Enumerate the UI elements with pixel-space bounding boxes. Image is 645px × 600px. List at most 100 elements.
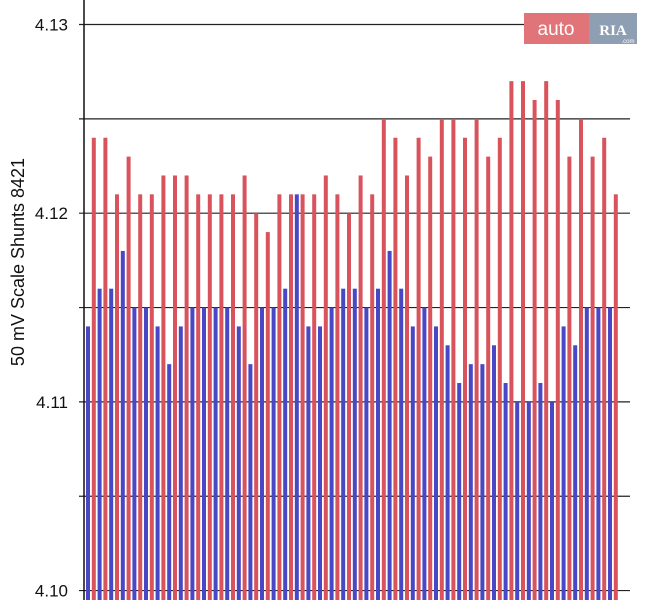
watermark-suffix: .com [621, 39, 634, 45]
red-bar [115, 194, 119, 600]
blue-bar [202, 307, 206, 600]
red-bar [463, 137, 467, 600]
red-bar [405, 175, 409, 600]
blue-bar [225, 307, 230, 600]
blue-bar [236, 326, 241, 600]
blue-bar [538, 383, 543, 600]
red-bar [358, 175, 363, 600]
red-bar [207, 194, 212, 600]
red-bar [497, 137, 502, 600]
red-bar [393, 137, 398, 600]
blue-bar [86, 326, 90, 600]
blue-bar [178, 326, 183, 600]
red-bar [173, 175, 177, 600]
red-bar [474, 118, 479, 600]
red-bar [555, 100, 560, 600]
y-tick-label: 4.11 [36, 393, 68, 412]
blue-bar [608, 307, 612, 600]
red-bar [300, 194, 305, 600]
red-bar [138, 194, 143, 600]
y-axis-label: 50 mV Scale Shunts 8421 [8, 158, 28, 366]
red-bar [184, 175, 189, 600]
red-bar [439, 118, 444, 600]
blue-bar [422, 307, 427, 600]
blue-bar [144, 307, 148, 600]
red-bar [416, 137, 421, 600]
red-bar [219, 194, 224, 600]
red-bar [602, 137, 607, 600]
blue-bar [376, 288, 380, 600]
watermark-auto: auto [538, 19, 575, 40]
blue-bar [468, 364, 473, 600]
blue-bar [399, 288, 404, 600]
blue-bar [341, 288, 346, 600]
blue-bar [318, 326, 322, 600]
blue-bar [584, 307, 589, 600]
red-bar [149, 194, 154, 600]
blue-bar [97, 288, 102, 600]
watermark-ria: RIA [599, 23, 627, 39]
red-bar [613, 194, 618, 600]
red-bar [509, 81, 514, 600]
red-bar [265, 232, 270, 600]
red-bar [323, 175, 328, 600]
bars [86, 81, 618, 600]
red-bar [196, 194, 201, 600]
red-bar [451, 118, 456, 600]
red-bar [242, 175, 247, 600]
red-bar [521, 81, 525, 600]
blue-bar [457, 383, 462, 600]
blue-bar [155, 326, 160, 600]
y-tick-label: 4.13 [35, 16, 68, 35]
red-bar [161, 175, 166, 600]
blue-bar [294, 194, 299, 600]
blue-bar [260, 307, 264, 600]
blue-bar [213, 307, 218, 600]
red-bar [567, 156, 572, 600]
blue-bar [352, 288, 357, 600]
red-bar [103, 137, 108, 600]
red-bar [486, 156, 491, 600]
blue-bar [387, 250, 392, 600]
blue-bar [329, 307, 334, 600]
blue-bar [248, 364, 253, 600]
red-bar [579, 118, 583, 600]
red-bar [277, 194, 282, 600]
red-bar [231, 194, 235, 600]
red-bar [381, 118, 386, 600]
blue-bar [526, 401, 531, 600]
watermark-right-box [589, 13, 637, 44]
blue-bar [492, 345, 496, 600]
blue-bar [503, 383, 508, 600]
red-bar [370, 194, 375, 600]
blue-bar [132, 307, 137, 600]
blue-bar [109, 288, 114, 600]
blue-bar [434, 326, 438, 600]
blue-bar [445, 345, 450, 600]
blue-bar [364, 307, 369, 600]
red-bar [347, 213, 351, 600]
red-bar [126, 156, 131, 600]
y-tick-labels: 4.10 4.11 4.12 4.13 [35, 16, 68, 600]
blue-bar [515, 401, 520, 600]
red-bar [91, 137, 96, 600]
blue-bar [167, 364, 172, 600]
red-bar [532, 100, 537, 600]
red-bar [590, 156, 595, 600]
blue-bar [573, 345, 578, 600]
blue-bar [561, 326, 566, 600]
red-bar [254, 213, 259, 600]
blue-bar [410, 326, 415, 600]
blue-bar [480, 364, 485, 600]
blue-bar [550, 401, 554, 600]
watermark: auto RIA .com [524, 13, 637, 45]
blue-bar [271, 307, 276, 600]
red-bar [544, 81, 549, 600]
red-bar [335, 194, 340, 600]
blue-bar [190, 307, 195, 600]
blue-bar [120, 250, 125, 600]
red-bar [312, 194, 317, 600]
blue-bar [283, 288, 288, 600]
